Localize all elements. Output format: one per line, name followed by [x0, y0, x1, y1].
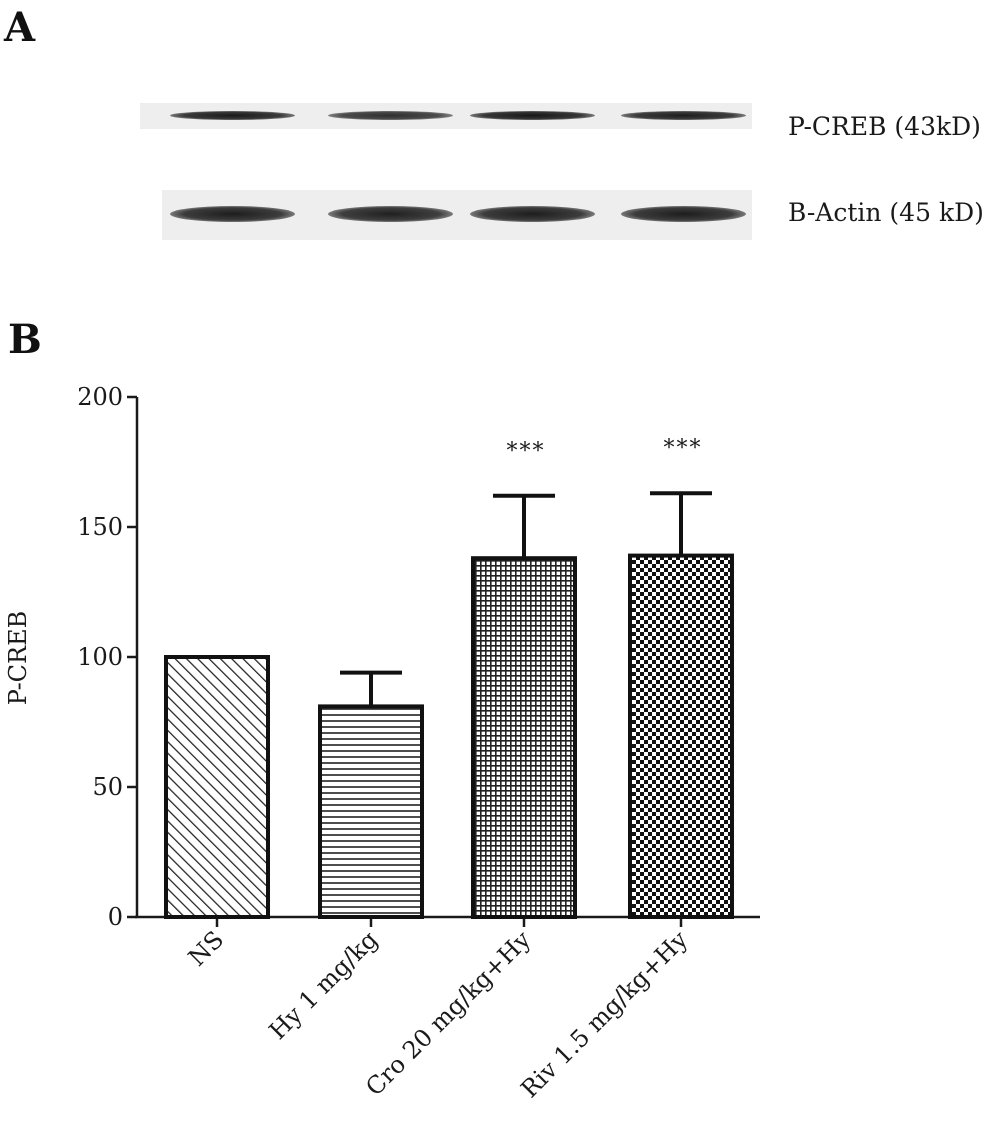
x-tick-label-2: Hy 1 mg/kg — [264, 925, 384, 1045]
significance-marker-3: *** — [507, 439, 546, 464]
bactin-blot-label: B-Actin (45 kD) — [788, 198, 984, 227]
pcreb-band-2 — [327, 111, 453, 120]
bar-chart: P-CREB 0 50 100 150 200 *** *** NS Hy 1 mg/kgC… — [4, 383, 760, 1103]
pcreb-band-1 — [169, 111, 295, 120]
y-tick-label: 200 — [77, 383, 123, 411]
y-tick-label: 150 — [77, 513, 123, 541]
bar-3 — [471, 556, 577, 919]
panel-b-letter: B — [8, 316, 42, 363]
bar-4 — [628, 553, 734, 919]
significance-marker-4: *** — [664, 436, 703, 461]
y-tick-label: 100 — [77, 643, 123, 671]
bar-1 — [164, 655, 270, 919]
pcreb-blot-image — [140, 103, 752, 129]
bactin-blot-image — [162, 190, 752, 240]
y-axis: 0 50 100 150 200 — [77, 383, 139, 931]
x-tick-label-1: NS — [183, 925, 229, 971]
pcreb-band-4 — [620, 111, 746, 120]
significance-markers-group: *** *** — [507, 436, 703, 464]
x-tick-label-4: Riv 1.5 mg/kg+Hy — [515, 925, 693, 1103]
pcreb-band-3 — [469, 111, 595, 120]
y-tick-label: 50 — [92, 773, 123, 801]
bars-group — [164, 553, 734, 919]
bactin-band-2 — [327, 206, 453, 222]
x-tick-label-3: Cro 20 mg/kg+Hy — [360, 925, 536, 1101]
panel-a-letter: A — [4, 4, 36, 51]
y-tick-label: 0 — [108, 903, 123, 931]
bar-2 — [318, 704, 424, 919]
y-axis-label: P-CREB — [4, 611, 32, 706]
pcreb-blot-label: P-CREB (43kD) — [788, 112, 981, 141]
error-bars-group — [340, 491, 712, 707]
bactin-band-3 — [469, 206, 595, 222]
bactin-band-1 — [169, 206, 295, 222]
bactin-band-4 — [620, 206, 746, 222]
